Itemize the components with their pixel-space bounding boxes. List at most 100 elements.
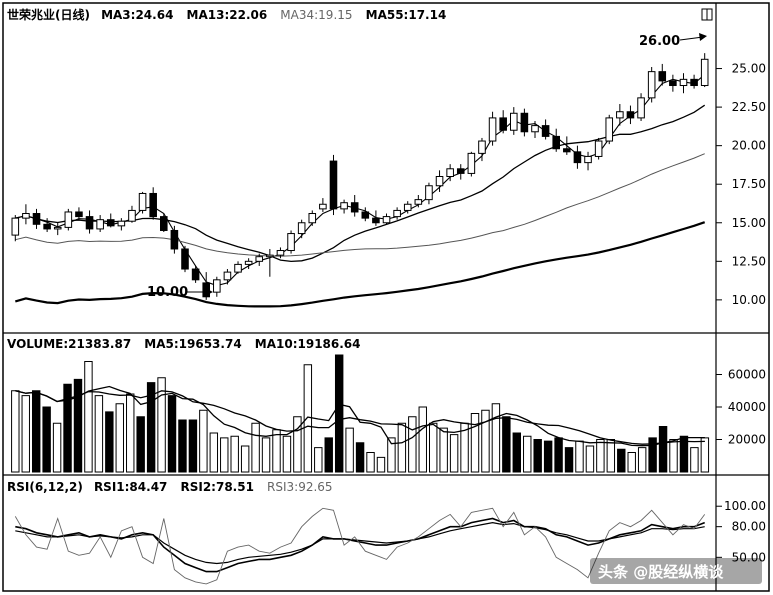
rsi-panel: 50.00 80.00 100.00 <box>14 499 766 585</box>
candle-body <box>53 226 62 230</box>
candle-body <box>319 203 327 210</box>
volume-bar <box>324 437 333 473</box>
rsi-title-text: RSI(6,12,2) <box>7 480 83 494</box>
volume-ma5-line <box>15 385 705 447</box>
price-tick-label: 17.50 <box>732 177 766 191</box>
candle-body <box>117 220 126 227</box>
candle-body <box>499 117 507 131</box>
volume-tick-label: 20000 <box>728 433 766 447</box>
candle <box>223 269 232 285</box>
price-tick-label: 25.00 <box>732 62 766 76</box>
candle-body <box>361 211 370 219</box>
candle <box>22 204 30 225</box>
candle-body <box>128 209 136 222</box>
vol-ma10-label: MA10:19186.64 <box>255 337 361 351</box>
watermark-text: 头条 @股经纵横谈 <box>598 563 724 581</box>
ma34-line <box>15 153 705 257</box>
watermark: 头条 @股经纵横谈 <box>590 558 762 584</box>
candle <box>308 210 317 226</box>
price-tick-label: 15.00 <box>732 216 766 230</box>
volume-bar <box>700 437 710 473</box>
candle <box>510 107 518 135</box>
volume-bar <box>282 435 292 473</box>
candle <box>563 136 571 155</box>
ma55-label: MA55:17.14 <box>366 8 447 22</box>
volume-bar <box>42 406 51 473</box>
candle <box>478 137 486 162</box>
ma34-label: MA34:19.15 <box>280 8 352 22</box>
candle-body <box>276 250 285 256</box>
candle-body <box>266 254 274 258</box>
candle <box>329 154 338 216</box>
candle-body <box>510 112 518 131</box>
volume-bar <box>157 377 166 473</box>
price-title-text: 世荣兆业(日线) <box>7 7 90 22</box>
candle-body <box>669 80 677 87</box>
candle-body <box>478 140 486 154</box>
candle <box>53 222 62 236</box>
candle <box>32 208 41 229</box>
panel-toggle-icon[interactable] <box>701 8 713 21</box>
candle-body <box>531 125 539 133</box>
volume-bar <box>261 437 271 473</box>
rsi-line-3 <box>14 507 706 585</box>
candle <box>626 105 635 125</box>
volume-bar <box>596 439 605 473</box>
volume-bar <box>564 447 574 473</box>
candle-body <box>605 117 614 142</box>
candle <box>117 218 126 231</box>
candle <box>255 253 264 266</box>
candle-body <box>181 248 189 270</box>
candle <box>605 114 614 145</box>
volume-bar <box>669 439 678 473</box>
candle-body <box>223 271 232 281</box>
low-annotation: 10.00 <box>147 285 213 300</box>
candle <box>637 93 645 121</box>
candle-body <box>149 192 157 218</box>
candle <box>446 164 454 182</box>
volume-title-text: VOLUME:21383.87 <box>7 337 131 351</box>
volume-bar <box>523 435 532 473</box>
volume-tick-label: 60000 <box>728 368 766 382</box>
volume-bar <box>94 395 104 473</box>
volume-bar <box>251 422 260 473</box>
candle <box>213 276 221 297</box>
candle <box>700 53 709 88</box>
volume-bar <box>334 354 344 473</box>
volume-bar <box>617 448 626 473</box>
candle-body <box>594 140 603 157</box>
volume-bar <box>136 416 145 473</box>
volume-bar <box>240 445 250 473</box>
candle-body <box>626 111 635 119</box>
volume-bar <box>366 452 375 473</box>
volume-bar <box>209 432 219 473</box>
rsi3-label: RSI3:92.65 <box>267 480 333 494</box>
volume-ma10-line <box>15 390 705 445</box>
candle <box>403 201 412 214</box>
candle-body <box>563 148 571 153</box>
ma3-line <box>15 74 706 287</box>
candle <box>138 191 147 214</box>
candle <box>414 195 423 208</box>
candle <box>319 198 327 212</box>
ma55-line <box>15 221 706 308</box>
candle-body <box>350 202 359 213</box>
volume-bar <box>679 435 689 473</box>
candle <box>160 213 168 233</box>
candle-body <box>32 213 41 225</box>
volume-bar <box>84 361 93 473</box>
volume-bar <box>397 422 407 473</box>
candle-body <box>414 199 423 205</box>
candle <box>85 210 94 234</box>
candle <box>234 261 242 274</box>
volume-bar <box>199 409 208 473</box>
ma13-label: MA13:22.06 <box>187 8 268 22</box>
volume-tick-label: 40000 <box>728 400 766 414</box>
candle <box>658 63 667 86</box>
candle-body <box>679 78 688 87</box>
candle <box>11 215 20 242</box>
volume-bar <box>627 452 636 473</box>
candle-body <box>96 219 104 230</box>
volume-bar <box>658 426 668 473</box>
